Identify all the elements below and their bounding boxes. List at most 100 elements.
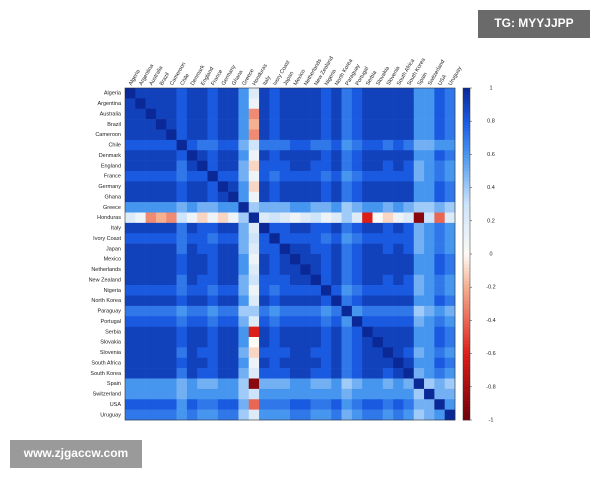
heatmap-cell — [145, 191, 157, 203]
heatmap-cell — [413, 274, 425, 286]
heatmap-cell — [320, 326, 332, 338]
heatmap-cell — [444, 222, 456, 234]
heatmap-cell — [341, 243, 353, 255]
heatmap-cell — [135, 326, 146, 338]
heatmap-cell — [320, 212, 332, 224]
heatmap-cell — [382, 222, 394, 234]
heatmap-cell — [331, 119, 342, 130]
heatmap-cell — [248, 222, 260, 234]
heatmap-cell — [207, 399, 219, 410]
heatmap-cell — [135, 274, 146, 286]
heatmap-cell — [125, 129, 136, 141]
heatmap-cell — [228, 139, 239, 151]
heatmap-cell — [135, 337, 146, 348]
heatmap-cell — [362, 357, 373, 369]
heatmap-cell — [145, 347, 157, 359]
colorbar-segment — [463, 207, 470, 212]
heatmap-cell — [372, 357, 384, 369]
heatmap-cell — [413, 357, 425, 369]
heatmap-cell — [145, 378, 157, 390]
heatmap-cell — [290, 254, 301, 265]
heatmap-cell — [290, 98, 301, 110]
heatmap-cell — [393, 171, 404, 182]
colorbar-segment — [463, 393, 470, 398]
y-tick-label: Italy — [111, 226, 121, 232]
heatmap-cell — [238, 233, 250, 244]
heatmap-cell — [300, 316, 311, 327]
heatmap-cell — [300, 88, 311, 99]
heatmap-cell — [197, 129, 208, 141]
heatmap-cell — [434, 326, 445, 338]
colorbar-segment — [463, 194, 470, 198]
heatmap-cell — [217, 171, 229, 182]
heatmap-cell — [279, 171, 291, 182]
heatmap-cell — [403, 254, 415, 265]
heatmap-cell — [217, 108, 229, 120]
heatmap-cell — [403, 368, 415, 379]
heatmap-cell — [444, 243, 456, 255]
heatmap-cell — [434, 399, 445, 410]
heatmap-cell — [362, 202, 373, 213]
heatmap-cell — [351, 254, 363, 265]
heatmap-cell — [320, 139, 332, 151]
heatmap-cell — [176, 316, 188, 327]
heatmap-cell — [279, 243, 291, 255]
heatmap-cell — [166, 98, 177, 110]
heatmap-cell — [125, 368, 136, 379]
heatmap-cell — [382, 347, 394, 359]
heatmap-cell — [217, 305, 229, 317]
colorbar-tick-label: -1 — [489, 417, 494, 423]
heatmap-cell — [186, 254, 198, 265]
heatmap-cell — [155, 254, 167, 265]
colorbar-segment — [463, 131, 470, 135]
heatmap-cell — [331, 337, 342, 348]
heatmap-cell — [434, 378, 445, 390]
heatmap-cell — [444, 139, 456, 151]
heatmap-cell — [259, 295, 270, 307]
heatmap-cell — [341, 326, 353, 338]
colorbar-segment — [463, 94, 470, 99]
heatmap-cell — [186, 202, 198, 213]
heatmap-cell — [207, 212, 219, 224]
heatmap-cell — [310, 254, 322, 265]
heatmap-cell — [341, 139, 353, 151]
colorbar-segment — [463, 360, 470, 364]
heatmap-cell — [444, 108, 456, 120]
heatmap-cell — [300, 222, 311, 234]
heatmap-cell — [125, 150, 136, 161]
colorbar-segment — [463, 363, 470, 368]
heatmap-cell — [300, 347, 311, 359]
heatmap-cell — [351, 108, 363, 120]
heatmap-cell — [393, 305, 404, 317]
heatmap-cell — [341, 378, 353, 390]
heatmap-cell — [341, 129, 353, 141]
heatmap-cell — [372, 98, 384, 110]
heatmap-cell — [238, 347, 250, 359]
heatmap-cell — [145, 285, 157, 296]
heatmap-cell — [269, 108, 280, 120]
heatmap-cell — [444, 264, 456, 276]
y-tick-label: Spain — [107, 381, 121, 387]
heatmap-cell — [331, 357, 342, 369]
heatmap-cell — [186, 347, 198, 359]
heatmap-cell — [186, 222, 198, 234]
heatmap-cell — [362, 222, 373, 234]
heatmap-cell — [362, 181, 373, 193]
heatmap-cell — [197, 212, 208, 224]
heatmap-cell — [393, 139, 404, 151]
heatmap-cell — [413, 202, 425, 213]
heatmap-cell — [382, 233, 394, 244]
heatmap-cell — [269, 399, 280, 410]
heatmap-cell — [238, 264, 250, 276]
heatmap-cell — [444, 212, 456, 224]
heatmap-cell — [424, 150, 435, 161]
heatmap-cell — [197, 378, 208, 390]
heatmap-cell — [248, 233, 260, 244]
heatmap-cell — [290, 305, 301, 317]
heatmap-cell — [310, 409, 322, 421]
heatmap-cell — [403, 139, 415, 151]
heatmap-cell — [228, 326, 239, 338]
heatmap-cell — [372, 388, 384, 400]
colorbar-segment — [463, 366, 470, 371]
heatmap-cell — [238, 399, 250, 410]
